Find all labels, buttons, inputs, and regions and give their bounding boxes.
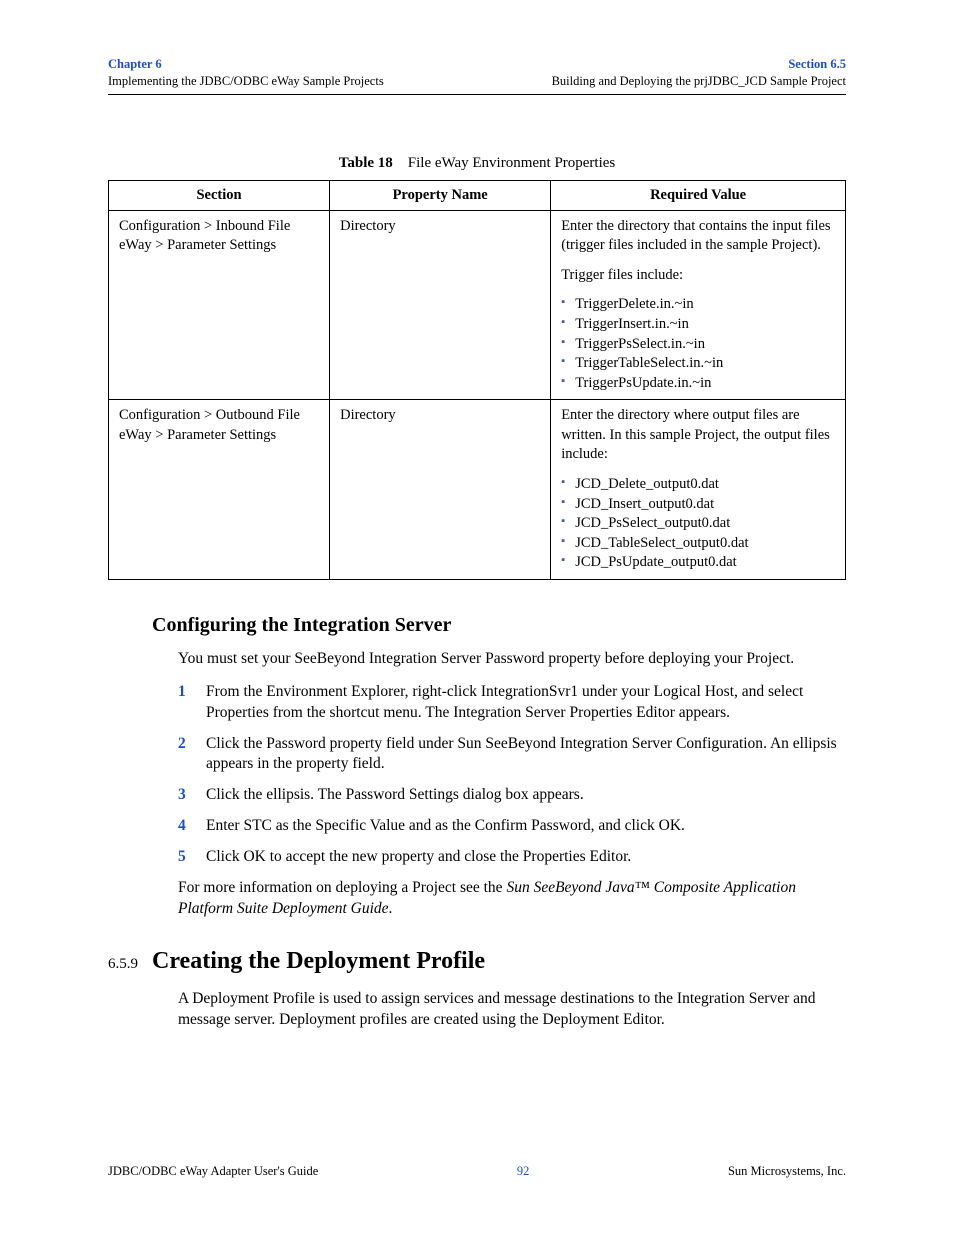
cell-section: Configuration > Inbound File eWay > Para… xyxy=(109,210,330,400)
list-item: TriggerInsert.in.~in xyxy=(561,315,835,335)
output-file-list: JCD_Delete_output0.dat JCD_Insert_output… xyxy=(561,475,835,573)
th-property: Property Name xyxy=(330,180,551,210)
footer-left: JDBC/ODBC eWay Adapter User's Guide xyxy=(108,1164,318,1179)
list-item: JCD_Insert_output0.dat xyxy=(561,495,835,515)
list-item: TriggerPsUpdate.in.~in xyxy=(561,374,835,394)
deployment-paragraph: A Deployment Profile is used to assign s… xyxy=(178,989,846,1031)
cell-value-sub: Trigger files include: xyxy=(561,267,683,283)
outro-paragraph: For more information on deploying a Proj… xyxy=(178,878,846,920)
list-item: JCD_Delete_output0.dat xyxy=(561,475,835,495)
list-item: JCD_PsUpdate_output0.dat xyxy=(561,553,835,573)
header-section-sub: Building and Deploying the prjJDBC_JCD S… xyxy=(552,73,846,90)
properties-table: Section Property Name Required Value Con… xyxy=(108,180,846,580)
cell-value: Enter the directory that contains the in… xyxy=(551,210,846,400)
list-item: TriggerPsSelect.in.~in xyxy=(561,335,835,355)
trigger-file-list: TriggerDelete.in.~in TriggerInsert.in.~i… xyxy=(561,295,835,393)
list-item: JCD_TableSelect_output0.dat xyxy=(561,534,835,554)
th-value: Required Value xyxy=(551,180,846,210)
header-rule xyxy=(108,94,846,95)
cell-value-intro: Enter the directory that contains the in… xyxy=(561,218,830,254)
step-2: Click the Password property field under … xyxy=(178,734,846,776)
cell-property: Directory xyxy=(330,400,551,580)
list-item: TriggerDelete.in.~in xyxy=(561,295,835,315)
heading-number: 6.5.9 xyxy=(108,956,152,973)
steps-list: From the Environment Explorer, right-cli… xyxy=(178,682,846,868)
header-chapter-sub: Implementing the JDBC/ODBC eWay Sample P… xyxy=(108,73,384,90)
heading-title: Creating the Deployment Profile xyxy=(152,948,485,975)
list-item: TriggerTableSelect.in.~in xyxy=(561,354,835,374)
cell-property: Directory xyxy=(330,210,551,400)
footer-page-number: 92 xyxy=(517,1164,530,1179)
cell-section: Configuration > Outbound File eWay > Par… xyxy=(109,400,330,580)
cell-value: Enter the directory where output files a… xyxy=(551,400,846,580)
heading-configuring: Configuring the Integration Server xyxy=(152,614,846,637)
intro-paragraph: You must set your SeeBeyond Integration … xyxy=(178,649,846,670)
page-header: Chapter 6 Implementing the JDBC/ODBC eWa… xyxy=(108,56,846,90)
cell-value-intro: Enter the directory where output files a… xyxy=(561,407,830,462)
page-footer: JDBC/ODBC eWay Adapter User's Guide 92 S… xyxy=(108,1164,846,1179)
table-row: Configuration > Inbound File eWay > Para… xyxy=(109,210,846,400)
header-chapter: Chapter 6 xyxy=(108,56,384,73)
step-5: Click OK to accept the new property and … xyxy=(178,847,846,868)
table-caption: Table 18 File eWay Environment Propertie… xyxy=(108,155,846,172)
header-section: Section 6.5 xyxy=(552,56,846,73)
heading-deployment-profile: 6.5.9 Creating the Deployment Profile xyxy=(108,948,846,975)
table-number: Table 18 xyxy=(339,155,393,171)
list-item: JCD_PsSelect_output0.dat xyxy=(561,514,835,534)
step-1: From the Environment Explorer, right-cli… xyxy=(178,682,846,724)
th-section: Section xyxy=(109,180,330,210)
footer-right: Sun Microsystems, Inc. xyxy=(728,1164,846,1179)
step-3: Click the ellipsis. The Password Setting… xyxy=(178,785,846,806)
table-row: Configuration > Outbound File eWay > Par… xyxy=(109,400,846,580)
step-4: Enter STC as the Specific Value and as t… xyxy=(178,816,846,837)
table-title: File eWay Environment Properties xyxy=(408,155,616,171)
